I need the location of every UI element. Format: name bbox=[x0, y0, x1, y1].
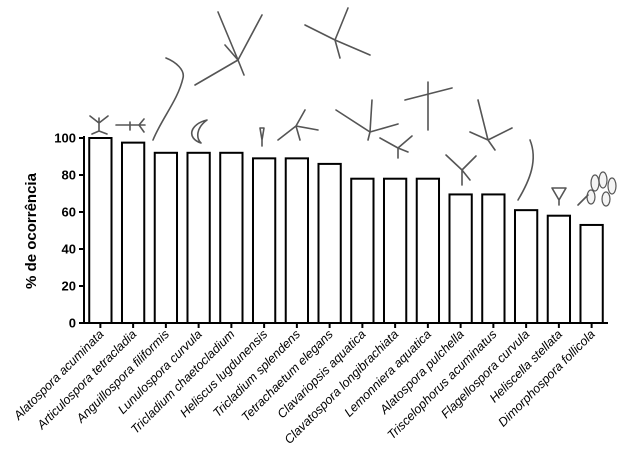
y-tick-label-4: 80 bbox=[62, 168, 76, 183]
spore-clavatospora-illustration bbox=[379, 135, 413, 159]
y-axis-label: % de ocorrência bbox=[23, 172, 40, 289]
bar-14 bbox=[546, 214, 572, 324]
bar-11 bbox=[448, 193, 473, 324]
y-tick-label-3: 60 bbox=[62, 205, 76, 220]
y-tick-label-1: 20 bbox=[62, 279, 76, 294]
bar-8 bbox=[350, 177, 375, 324]
spore-clavariopsis-illustration bbox=[335, 99, 399, 141]
spore-illustrations bbox=[89, 7, 617, 207]
bars-group bbox=[88, 137, 604, 325]
spore-tricladium-splendens-illustration bbox=[277, 109, 319, 141]
y-tick-label-0: 0 bbox=[69, 316, 76, 331]
bar-3 bbox=[186, 151, 211, 324]
bar-0 bbox=[88, 137, 113, 324]
bar-7 bbox=[317, 162, 342, 324]
bar-2 bbox=[153, 151, 179, 324]
bar-9 bbox=[382, 177, 408, 324]
spore-alatospora-acuminata-illustration bbox=[89, 115, 109, 135]
spore-triscelophorus-illustration bbox=[469, 99, 513, 151]
bar-6 bbox=[284, 157, 310, 324]
spore-lunulospora-illustration bbox=[191, 119, 208, 144]
spore-tricladium-chaetocladium-illustration bbox=[194, 11, 263, 86]
spore-heliscella-illustration bbox=[551, 187, 567, 206]
spore-lemonniera-illustration bbox=[404, 81, 453, 131]
bar-15 bbox=[579, 223, 604, 324]
spore-heliscus-illustration bbox=[259, 127, 265, 147]
bar-1 bbox=[120, 141, 146, 325]
bar-10 bbox=[415, 177, 441, 324]
bar-4 bbox=[219, 151, 244, 324]
spore-flagellospora-illustration bbox=[517, 139, 534, 201]
bar-5 bbox=[251, 157, 277, 324]
spore-articulospora-illustration bbox=[115, 118, 146, 133]
bar-13 bbox=[513, 209, 539, 324]
spore-dimorphospora-illustration bbox=[577, 171, 617, 207]
y-axis: 0 20 40 60 80 100 bbox=[54, 131, 85, 331]
y-tick-label-5: 100 bbox=[54, 131, 76, 146]
y-tick-label-2: 40 bbox=[62, 242, 76, 257]
spore-tetrachaetum-illustration bbox=[304, 7, 371, 59]
spore-anguillospora-illustration bbox=[152, 57, 185, 141]
bar-12 bbox=[481, 193, 506, 324]
spore-alatospora-pulchella-illustration bbox=[445, 154, 477, 186]
